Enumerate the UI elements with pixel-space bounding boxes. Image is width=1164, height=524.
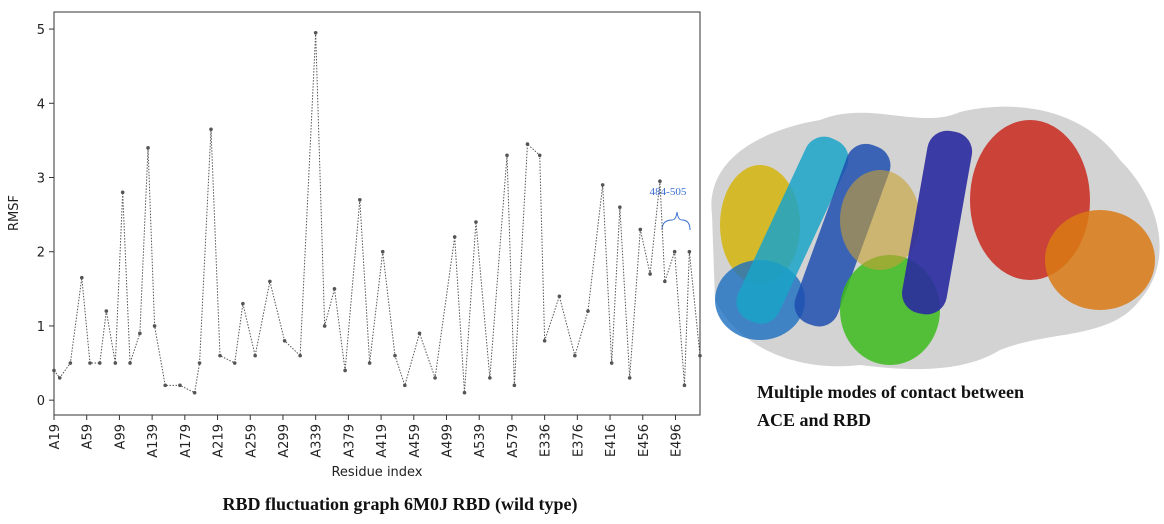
- x-tick-label: A499: [441, 424, 456, 458]
- rmsf-point: [282, 338, 287, 343]
- rmsf-point: [433, 376, 437, 380]
- y-tick-label: 0: [37, 394, 45, 409]
- rmsf-point: [343, 368, 347, 373]
- x-tick-label: A19: [48, 424, 63, 449]
- rmsf-point: [512, 383, 517, 388]
- annotation-brace: [661, 211, 691, 231]
- x-tick-label: E376: [571, 424, 586, 457]
- x-tick-label: A539: [473, 424, 488, 458]
- rmsf-point: [197, 361, 202, 365]
- rmsf-point: [638, 227, 643, 232]
- rmsf-point: [573, 353, 577, 358]
- rmsf-point: [218, 353, 222, 358]
- rmsf-point: [698, 353, 702, 358]
- rmsf-point: [120, 190, 125, 195]
- rmsf-point: [80, 275, 84, 280]
- rmsf-point: [367, 361, 372, 365]
- side-caption: ACE and RBD: [757, 410, 871, 430]
- rmsf-point: [474, 220, 478, 224]
- rmsf-point: [663, 279, 667, 284]
- rmsf-point: [128, 361, 132, 365]
- y-tick-label: 5: [37, 23, 45, 38]
- x-tick-label: A219: [212, 424, 227, 458]
- rmsf-point: [658, 179, 662, 184]
- rmsf-point: [313, 30, 318, 35]
- x-tick-label: A379: [342, 424, 357, 458]
- x-tick-label: A299: [277, 424, 292, 458]
- rmsf-point: [152, 324, 157, 328]
- rmsf-point: [417, 331, 422, 336]
- rmsf-point: [403, 383, 407, 388]
- rmsf-point: [600, 183, 605, 187]
- side-caption: Multiple modes of contact between: [757, 382, 1024, 402]
- x-tick-label: A579: [506, 424, 521, 458]
- rmsf-point: [209, 127, 213, 132]
- x-tick-label: E336: [539, 424, 554, 457]
- rmsf-point: [627, 376, 632, 380]
- rmsf-point: [672, 249, 677, 254]
- rmsf-point: [682, 383, 687, 388]
- rmsf-point: [488, 376, 492, 380]
- rmsf-point: [322, 324, 327, 328]
- plot-frame: [53, 11, 701, 416]
- rmsf-point: [163, 383, 168, 388]
- y-tick-label: 2: [37, 246, 45, 261]
- rmsf-point: [298, 353, 302, 358]
- rmsf-point: [609, 361, 614, 365]
- rmsf-point: [52, 368, 56, 373]
- caption: RBD fluctuation graph 6M0J RBD (wild typ…: [222, 494, 577, 515]
- x-tick-label: E456: [637, 424, 652, 457]
- rmsf-point: [178, 383, 182, 388]
- y-axis-label: RMSF: [7, 195, 22, 231]
- x-tick-label: E496: [669, 424, 684, 457]
- x-tick-label: A179: [179, 424, 194, 458]
- rmsf-point: [57, 376, 62, 380]
- rmsf-point: [462, 390, 467, 395]
- rmsf-point: [687, 249, 692, 254]
- y-tick-label: 3: [37, 172, 45, 187]
- rmsf-point: [358, 197, 362, 202]
- rmsf-point: [253, 353, 257, 358]
- x-tick-label: A59: [81, 424, 96, 449]
- x-tick-label: A339: [310, 424, 325, 458]
- x-axis-label: Residue index: [331, 465, 422, 480]
- x-tick-label: A99: [113, 424, 128, 449]
- x-tick-label: A419: [375, 424, 390, 458]
- rmsf-point: [332, 287, 337, 291]
- x-tick-label: A139: [146, 424, 161, 458]
- rmsf-point: [557, 294, 562, 299]
- rmsf-point: [648, 272, 652, 276]
- annotation: 484-505: [650, 186, 687, 198]
- rmsf-point: [618, 205, 622, 209]
- rmsf-point: [586, 309, 590, 313]
- rmsf-point: [525, 142, 530, 146]
- rmsf-point: [146, 146, 150, 150]
- x-tick-label: A459: [408, 424, 423, 458]
- rmsf-point: [192, 390, 197, 395]
- x-tick-label: E416: [604, 424, 619, 457]
- protein-image: [711, 106, 1160, 370]
- rmsf-point: [138, 331, 142, 336]
- rmsf-point: [232, 361, 237, 365]
- rmsf-point: [380, 249, 385, 254]
- rmsf-point: [542, 338, 547, 343]
- rmsf-point: [505, 153, 509, 158]
- rmsf-point: [97, 361, 102, 365]
- rmsf-point: [537, 153, 542, 158]
- rmsf-point: [393, 353, 397, 358]
- rmsf-point: [452, 235, 457, 239]
- rmsf-point: [88, 361, 92, 365]
- y-tick-label: 4: [37, 97, 45, 112]
- y-tick-label: 1: [37, 320, 45, 335]
- rmsf-point: [68, 361, 73, 365]
- rmsf-point: [241, 301, 245, 306]
- rmsf-point: [104, 309, 109, 313]
- rmsf-line: [53, 32, 701, 394]
- x-tick-label: A259: [244, 424, 259, 458]
- rmsf-point: [268, 279, 272, 284]
- rmsf-point: [113, 361, 118, 365]
